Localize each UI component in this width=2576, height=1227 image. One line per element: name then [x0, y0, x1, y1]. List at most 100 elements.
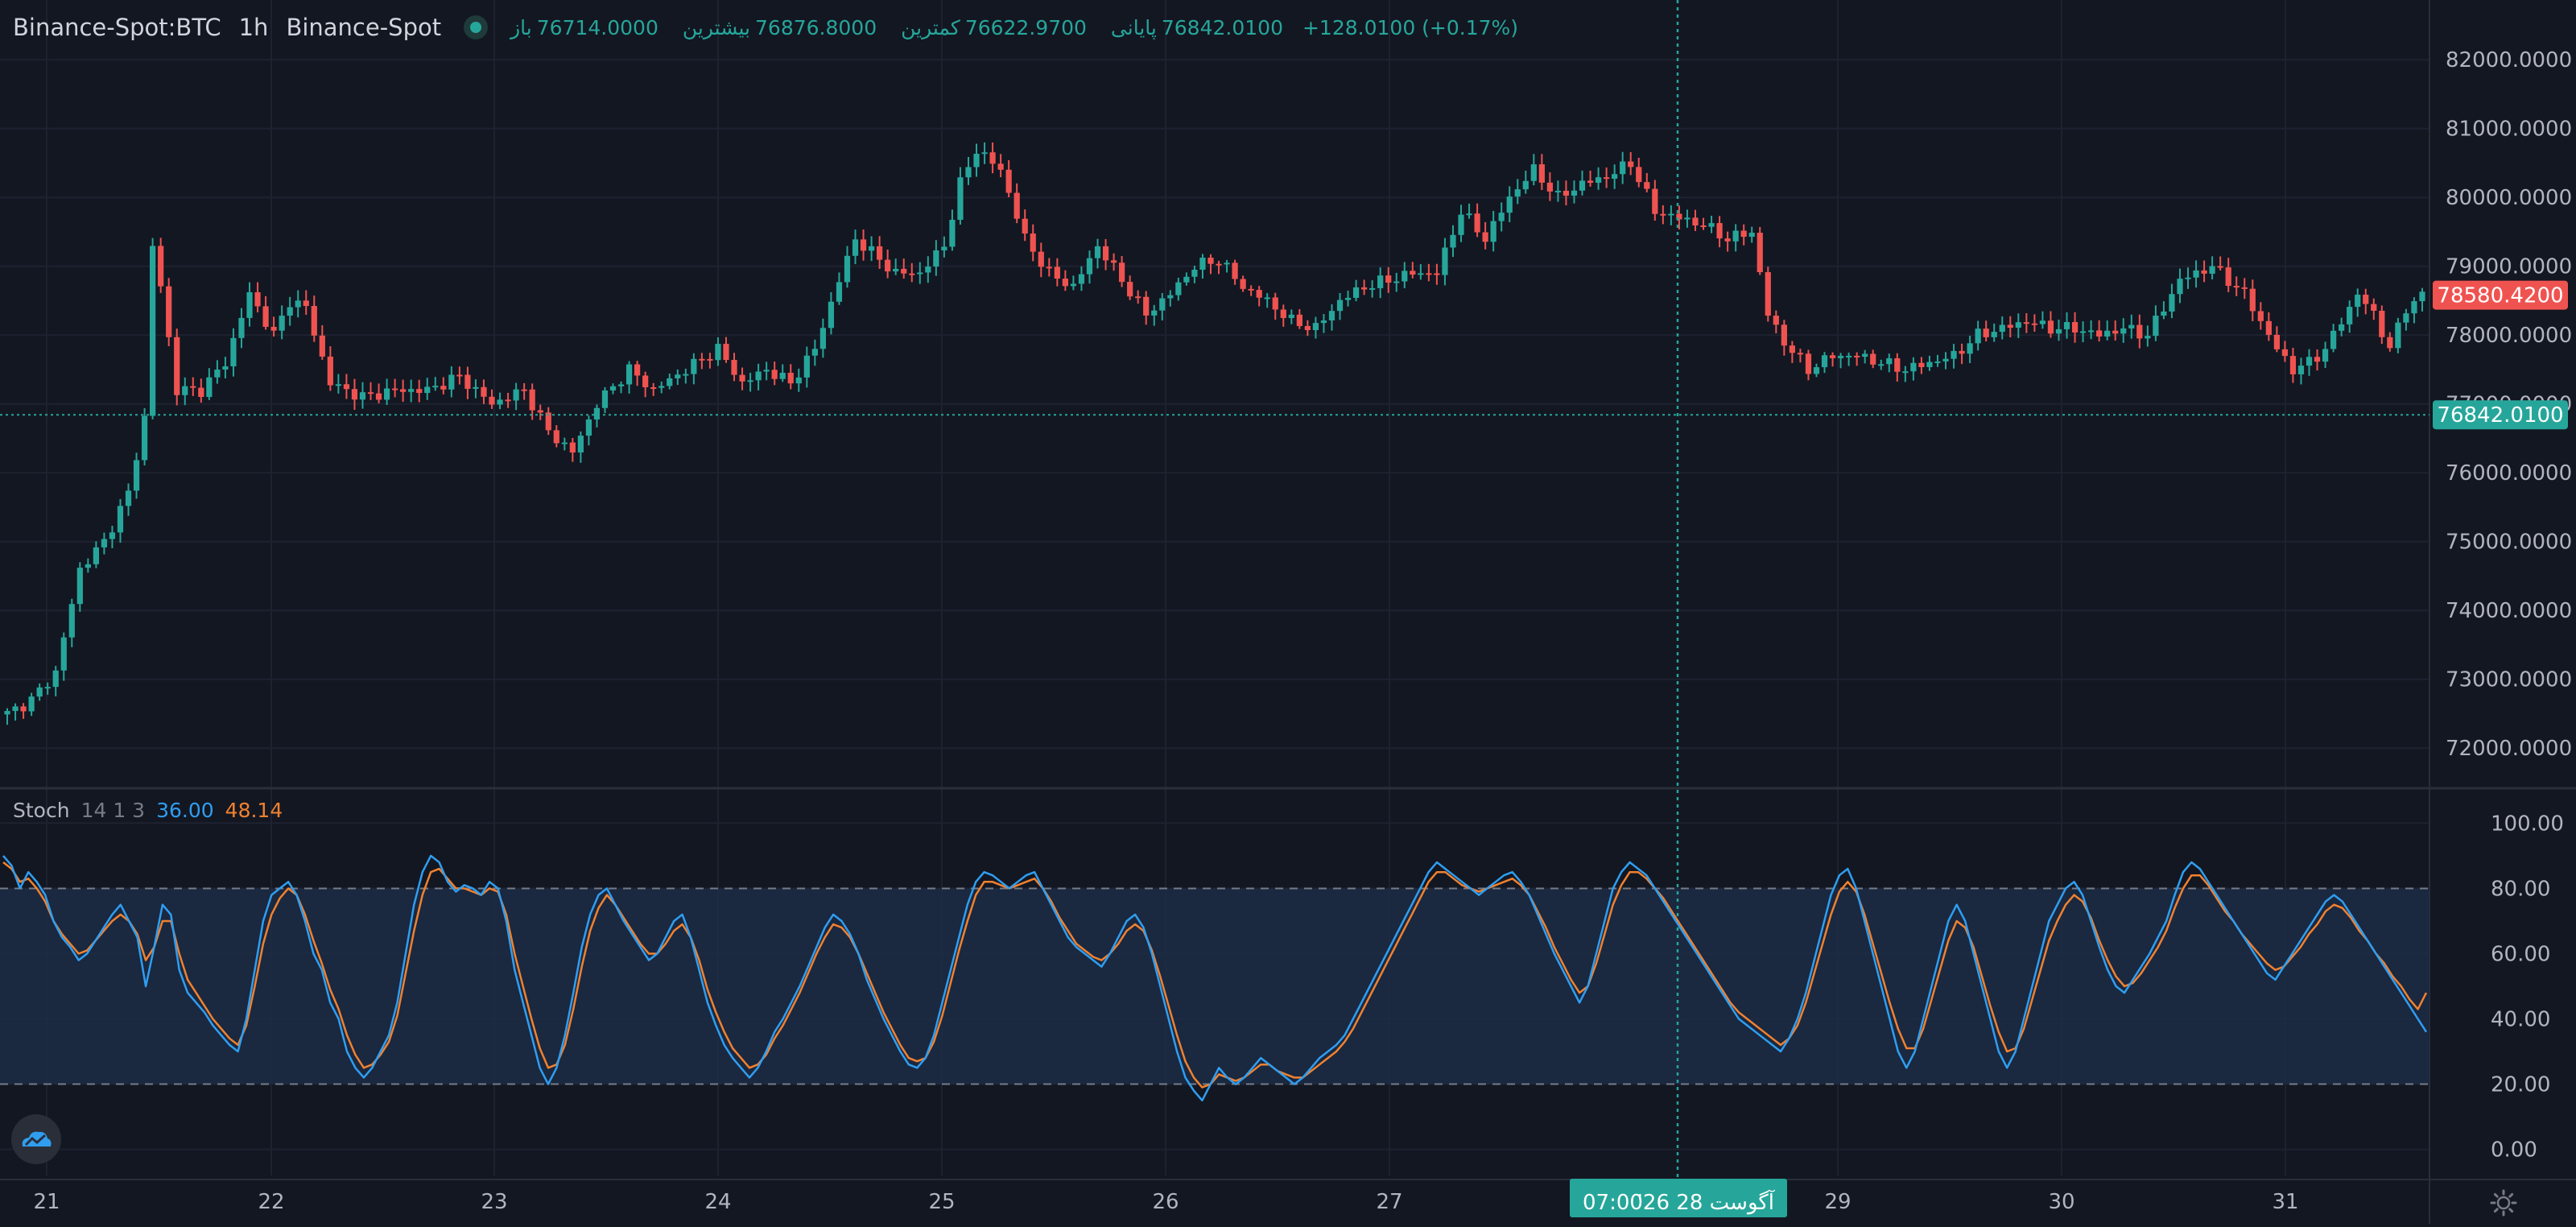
candle [1143, 291, 1150, 325]
price-tick-label: 82000.0000 [2446, 48, 2572, 72]
candle-body [1514, 189, 1521, 197]
candle-body [93, 547, 99, 564]
candle [497, 392, 503, 410]
candle [1336, 292, 1344, 320]
candle [2063, 312, 2070, 339]
candle [456, 366, 463, 385]
candle [2193, 260, 2199, 288]
candle-body [1644, 182, 1650, 189]
stoch-d-value: 48.14 [225, 799, 283, 822]
market-status-icon [464, 15, 489, 39]
candle-body [1062, 279, 1068, 287]
candle-body [505, 399, 511, 402]
candle [375, 383, 382, 403]
last-price-badge: 76842.0100 [2437, 403, 2563, 428]
candle [1991, 323, 1997, 342]
candle [2177, 268, 2183, 304]
candle [1967, 336, 1973, 364]
candle [1975, 320, 1981, 351]
candle-body [545, 412, 551, 431]
candle [2071, 312, 2079, 343]
candle [1240, 275, 1246, 292]
candle-body [2015, 322, 2021, 328]
candle-body [36, 687, 43, 697]
candle-body [593, 407, 601, 420]
settings-gear-icon[interactable] [2487, 1187, 2520, 1219]
candle [933, 240, 939, 276]
candle [20, 703, 27, 719]
candle [1328, 304, 1335, 331]
price-tick-label: 74000.0000 [2446, 599, 2572, 623]
candle [448, 366, 455, 398]
candle-body [383, 388, 390, 400]
candle [1466, 203, 1472, 219]
candle [270, 316, 277, 337]
candle [1886, 353, 1893, 373]
candle [1102, 238, 1109, 271]
candle [1571, 180, 1578, 204]
candle-body [1490, 221, 1496, 242]
candle [2120, 318, 2127, 343]
candle-body [893, 268, 899, 272]
candle-body [1959, 350, 1965, 354]
candle-body [1740, 230, 1747, 238]
candle [1426, 263, 1432, 282]
candle [1530, 154, 1537, 186]
candle [327, 346, 333, 391]
candle-body [2071, 321, 2079, 333]
stoch-params: 14 1 3 [80, 799, 146, 822]
candle-body [1078, 274, 1085, 284]
candle [561, 437, 568, 451]
candle-body [2104, 330, 2111, 337]
candle [2257, 302, 2264, 330]
candle-body [957, 177, 964, 221]
interval-label[interactable]: 1h [238, 14, 269, 41]
candle-body [2411, 301, 2417, 314]
candle [763, 361, 770, 381]
candle-body [1983, 328, 1989, 337]
candle-body [1821, 355, 1828, 368]
candle [1038, 242, 1044, 278]
candle [901, 258, 907, 279]
candle-body [2241, 287, 2248, 289]
candle [473, 379, 479, 399]
candle-body [1571, 190, 1578, 196]
candle [569, 438, 576, 462]
candle-body [335, 384, 341, 386]
candle [262, 295, 269, 330]
candle [2322, 341, 2329, 369]
candle-body [311, 306, 317, 336]
candle [1644, 172, 1650, 192]
candle [246, 282, 253, 327]
candle-body [246, 291, 253, 318]
candle-body [2273, 334, 2280, 349]
candle-body [2112, 330, 2119, 334]
candle [941, 236, 947, 258]
candle-body [2289, 356, 2297, 374]
candle-body [2363, 294, 2369, 304]
candle-body [303, 300, 309, 307]
candle-body [1199, 257, 1206, 270]
candle [117, 498, 124, 543]
candle [1506, 186, 1513, 222]
candle-body [2031, 323, 2037, 325]
candle [1636, 157, 1642, 188]
crosshair-date-label: '26 آگوست 28 [1637, 1189, 1776, 1215]
candle [1191, 265, 1198, 283]
candle-body [109, 532, 116, 539]
stoch-tick-label: 20.00 [2491, 1073, 2550, 1097]
candle [44, 682, 51, 695]
candle-body [1369, 287, 1376, 290]
tradingview-logo-icon[interactable] [11, 1114, 61, 1164]
stoch-legend[interactable]: Stoch 14 1 3 36.00 48.14 [13, 799, 283, 822]
candle [1320, 314, 1327, 333]
candle [1296, 308, 1302, 329]
candle [1062, 270, 1068, 291]
candle-body [1846, 355, 1852, 357]
crosshair-time-badge [1570, 1179, 1787, 1217]
candle [1288, 309, 1294, 324]
symbol-label[interactable]: Binance-Spot:BTC [13, 14, 221, 41]
candle [755, 363, 762, 390]
